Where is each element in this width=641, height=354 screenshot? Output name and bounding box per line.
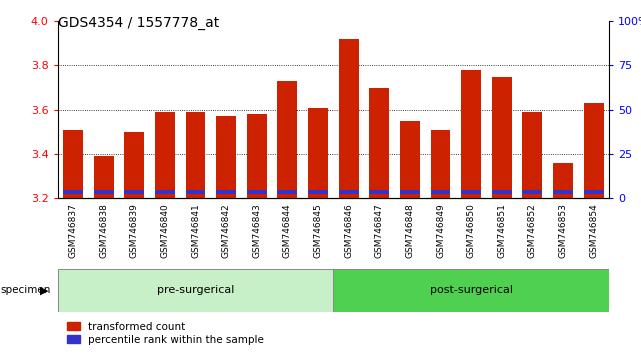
Bar xyxy=(584,190,604,194)
Bar xyxy=(338,39,358,198)
Bar xyxy=(492,76,512,198)
Bar xyxy=(278,81,297,198)
Text: GDS4354 / 1557778_at: GDS4354 / 1557778_at xyxy=(58,16,219,30)
Bar xyxy=(155,112,175,198)
Text: GSM746841: GSM746841 xyxy=(191,204,200,258)
Bar xyxy=(124,132,144,198)
Text: GSM746854: GSM746854 xyxy=(589,204,598,258)
Text: specimen: specimen xyxy=(1,285,51,295)
Bar xyxy=(216,190,236,194)
Bar xyxy=(94,190,113,194)
Bar xyxy=(308,190,328,194)
Bar xyxy=(155,190,175,194)
Bar xyxy=(247,190,267,194)
Text: post-surgerical: post-surgerical xyxy=(429,285,513,295)
Bar xyxy=(247,114,267,198)
Text: GSM746838: GSM746838 xyxy=(99,204,108,258)
Bar xyxy=(58,269,333,312)
Text: GSM746839: GSM746839 xyxy=(129,204,138,258)
Bar xyxy=(278,190,297,194)
Bar xyxy=(492,190,512,194)
Text: GSM746840: GSM746840 xyxy=(160,204,169,258)
Text: GSM746845: GSM746845 xyxy=(313,204,322,258)
Bar xyxy=(185,190,206,194)
Bar xyxy=(369,190,389,194)
Text: GSM746853: GSM746853 xyxy=(558,204,567,258)
Bar xyxy=(63,190,83,194)
Bar xyxy=(369,88,389,198)
Bar xyxy=(522,112,542,198)
Bar xyxy=(461,190,481,194)
Text: GSM746851: GSM746851 xyxy=(497,204,506,258)
Text: GSM746843: GSM746843 xyxy=(253,204,262,258)
Bar xyxy=(338,190,358,194)
Bar xyxy=(522,190,542,194)
Bar xyxy=(308,108,328,198)
Text: GSM746850: GSM746850 xyxy=(467,204,476,258)
Bar xyxy=(461,70,481,198)
Bar xyxy=(124,190,144,194)
Bar xyxy=(94,156,113,198)
Bar xyxy=(400,121,420,198)
Bar xyxy=(185,112,206,198)
Bar xyxy=(431,190,451,194)
Text: GSM746847: GSM746847 xyxy=(375,204,384,258)
Text: GSM746849: GSM746849 xyxy=(436,204,445,258)
Text: GSM746844: GSM746844 xyxy=(283,204,292,258)
Bar xyxy=(63,130,83,198)
Bar xyxy=(584,103,604,198)
Text: ▶: ▶ xyxy=(40,285,49,295)
Text: GSM746842: GSM746842 xyxy=(222,204,231,258)
Bar xyxy=(400,190,420,194)
Text: GSM746848: GSM746848 xyxy=(405,204,414,258)
Bar xyxy=(553,190,573,194)
Text: pre-surgerical: pre-surgerical xyxy=(157,285,234,295)
Bar xyxy=(216,116,236,198)
Bar xyxy=(553,163,573,198)
Legend: transformed count, percentile rank within the sample: transformed count, percentile rank withi… xyxy=(63,317,268,349)
Bar xyxy=(431,130,451,198)
Text: GSM746852: GSM746852 xyxy=(528,204,537,258)
Text: GSM746837: GSM746837 xyxy=(69,204,78,258)
Bar xyxy=(333,269,609,312)
Text: GSM746846: GSM746846 xyxy=(344,204,353,258)
